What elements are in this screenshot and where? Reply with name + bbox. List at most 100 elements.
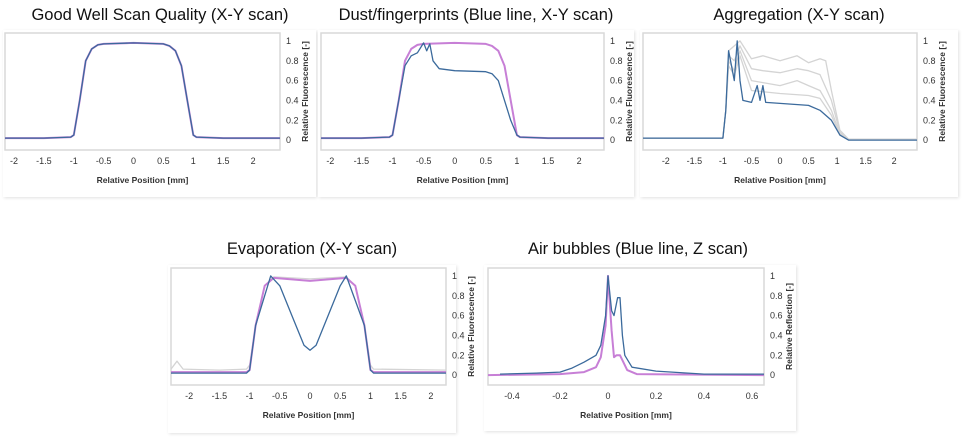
- y-tick-label: 0.4: [610, 95, 623, 105]
- x-tick-label: 1.5: [859, 156, 872, 166]
- x-tick-label: 2: [428, 391, 433, 401]
- y-axis-label: Relative Fluorescence [-]: [466, 276, 476, 377]
- y-tick-label: 0.8: [286, 56, 299, 66]
- x-axis-label: Relative Position [mm]: [417, 175, 509, 185]
- plot-frame: [642, 32, 918, 151]
- chart-2: -2 -1.5 -1 -0.5 0 0.5 1 1.5 2 0 0.2 0.4 0.6 0.8 1 Relat…: [642, 32, 947, 185]
- x-tick-label: -1: [389, 156, 397, 166]
- x-tick-label: -1.5: [354, 156, 370, 166]
- chart-title: Air bubbles (Blue line, Z scan): [527, 240, 749, 258]
- y-tick-label: 1: [610, 36, 615, 46]
- y-tick-label: 0.6: [923, 76, 936, 86]
- x-tick-label: 0: [605, 391, 610, 401]
- series-line-gray: [171, 276, 446, 371]
- x-tick-label: -1: [246, 391, 254, 401]
- y-tick-label: 0.2: [610, 115, 623, 125]
- y-tick-label: 0.6: [770, 311, 783, 321]
- y-tick-label: 0.2: [286, 115, 299, 125]
- y-tick-label: 0.6: [452, 311, 465, 321]
- chart-title: Aggregation (X-Y scan): [713, 6, 885, 24]
- series-line-gray: [643, 40, 917, 140]
- y-tick-label: 0.4: [923, 95, 936, 105]
- chart-card: [318, 30, 634, 197]
- plot-frame: [170, 267, 447, 386]
- series-line-gray: [643, 45, 917, 140]
- x-tick-label: 1: [835, 156, 840, 166]
- x-tick-label: 1.5: [217, 156, 230, 166]
- x-tick-label: -1.5: [212, 391, 228, 401]
- series-line-purple: [171, 276, 446, 374]
- plot-frame: [4, 32, 281, 151]
- y-tick-label: 0.2: [923, 115, 936, 125]
- x-axis-label: Relative Position [mm]: [263, 410, 355, 420]
- x-tick-label: 0: [308, 391, 313, 401]
- y-tick-label: 0.6: [286, 76, 299, 86]
- x-tick-label: -1: [719, 156, 727, 166]
- chart-4: -0.4 -0.2 0 0.2 0.4 0.6 0 0.2 0.4 0.6 0.8 1 Relative…: [487, 267, 794, 420]
- x-tick-label: 2: [577, 156, 582, 166]
- y-tick-label: 0: [923, 135, 928, 145]
- x-tick-label: 0: [452, 156, 457, 166]
- plot-frame: [320, 32, 605, 151]
- x-tick-label: 1: [368, 391, 373, 401]
- y-tick-label: 0.8: [610, 56, 623, 66]
- y-tick-label: 1: [923, 36, 928, 46]
- series-line-purple: [5, 41, 280, 140]
- x-tick-label: -2: [185, 391, 193, 401]
- x-axis-label: Relative Position [mm]: [734, 175, 826, 185]
- x-tick-label: 0.5: [480, 156, 493, 166]
- plot-frame: [487, 267, 765, 386]
- x-tick-label: 0.5: [802, 156, 815, 166]
- x-tick-label: -2: [662, 156, 670, 166]
- y-axis-label: Relative Fluorescence [-]: [937, 41, 947, 142]
- y-tick-label: 0: [770, 370, 775, 380]
- chart-card: [484, 265, 796, 431]
- x-tick-label: -2: [326, 156, 334, 166]
- x-tick-label: 2: [251, 156, 256, 166]
- y-tick-label: 0.4: [770, 330, 783, 340]
- x-tick-label: -1: [70, 156, 78, 166]
- x-tick-label: 0.4: [698, 391, 711, 401]
- series-line-blue: [5, 42, 280, 139]
- x-tick-label: 1: [514, 156, 519, 166]
- chart-1: -2 -1.5 -1 -0.5 0 0.5 1 1.5 2 0 0.2 0.4 0.6 0.8 1 Relat…: [320, 32, 634, 185]
- x-tick-label: 0: [777, 156, 782, 166]
- y-tick-label: 0.8: [452, 291, 465, 301]
- x-tick-label: 2: [892, 156, 897, 166]
- x-tick-label: 1.5: [542, 156, 555, 166]
- x-axis-label: Relative Position [mm]: [580, 410, 672, 420]
- series-line-purple: [321, 41, 604, 140]
- series-line-blue: [171, 275, 446, 374]
- y-axis-label: Relative Reflection [-]: [784, 283, 794, 370]
- y-tick-label: 0.4: [286, 95, 299, 105]
- y-axis-label: Relative Fluorescence [-]: [300, 41, 310, 142]
- y-tick-label: 0.4: [452, 330, 465, 340]
- x-tick-label: 1: [191, 156, 196, 166]
- y-tick-label: 0: [452, 370, 457, 380]
- y-tick-label: 0: [286, 135, 291, 145]
- chart-title: Dust/fingerprints (Blue line, X-Y scan): [338, 6, 614, 24]
- chart-card: [3, 30, 316, 197]
- x-tick-label: -0.2: [552, 391, 568, 401]
- x-tick-label: -0.4: [504, 391, 520, 401]
- y-tick-label: 0.2: [452, 350, 465, 360]
- x-tick-label: 0: [131, 156, 136, 166]
- series-line-blue: [643, 40, 917, 141]
- y-tick-label: 0.6: [610, 76, 623, 86]
- chart-3: -2 -1.5 -1 -0.5 0 0.5 1 1.5 2 0 0.2 0.4 0.6 0.8 1 Relat…: [170, 267, 476, 420]
- y-axis-label: Relative Fluorescence [-]: [624, 41, 634, 142]
- x-tick-label: -0.5: [96, 156, 112, 166]
- x-tick-label: 0.5: [157, 156, 170, 166]
- series-line-gray: [643, 55, 917, 140]
- x-tick-label: 0.6: [746, 391, 759, 401]
- series-line-blue: [499, 275, 764, 375]
- x-tick-label: 0.2: [650, 391, 663, 401]
- series-line-gray: [643, 50, 917, 140]
- x-axis-label: Relative Position [mm]: [97, 175, 189, 185]
- x-tick-label: -1.5: [687, 156, 703, 166]
- y-tick-label: 0.2: [770, 350, 783, 360]
- y-tick-label: 1: [770, 271, 775, 281]
- chart-title: Evaporation (X-Y scan): [226, 240, 398, 258]
- chart-title: Good Well Scan Quality (X-Y scan): [31, 6, 289, 24]
